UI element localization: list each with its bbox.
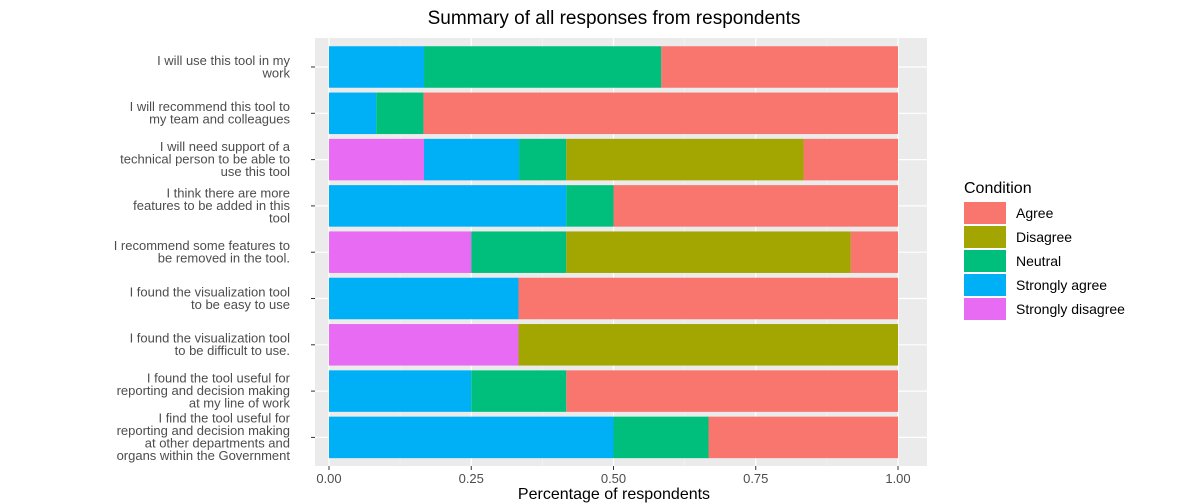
category-labels: I will use this tool in my work I will rec… xyxy=(114,53,315,463)
legend-swatch xyxy=(964,274,1006,296)
legend-label: Strongly agree xyxy=(1016,277,1107,293)
bar-segment xyxy=(329,370,472,412)
legend-label: Strongly disagree xyxy=(1016,301,1125,317)
bar-segment xyxy=(566,185,614,227)
bars xyxy=(329,46,898,459)
bar-segment xyxy=(613,185,898,227)
chart-title: Summary of all responses from respondent… xyxy=(428,8,801,29)
bar-segment xyxy=(329,46,425,88)
bar-segment xyxy=(471,231,567,273)
x-tick-label: 0.00 xyxy=(316,471,341,486)
bar-segment xyxy=(471,370,567,412)
bar-segment xyxy=(329,277,519,320)
x-axis-title: Percentage of respondents xyxy=(518,486,710,503)
bar-segment xyxy=(566,231,851,273)
legend-label: Neutral xyxy=(1016,253,1061,269)
bar-segment xyxy=(329,231,472,273)
x-tick-label: 0.75 xyxy=(743,471,768,486)
x-tick-label: 0.50 xyxy=(601,471,626,486)
x-tick-label: 0.25 xyxy=(459,471,484,486)
bar-segment xyxy=(519,138,567,181)
bar-segment xyxy=(329,92,377,135)
bar-segment xyxy=(518,324,898,366)
legend-swatch xyxy=(964,226,1006,248)
bar-segment xyxy=(708,416,898,459)
category-label: I recommend some features to be removed i… xyxy=(114,238,290,266)
bar-segment xyxy=(661,46,898,88)
bar-segment xyxy=(329,416,614,459)
bar-segment xyxy=(329,185,567,227)
bar-segment xyxy=(424,138,520,181)
bar-segment xyxy=(329,138,425,181)
legend-swatch xyxy=(964,298,1006,320)
category-label: I find the tool useful for reporting and … xyxy=(117,411,291,464)
legend-swatch xyxy=(964,202,1006,224)
bar-segment xyxy=(566,138,804,181)
legend-swatch xyxy=(964,250,1006,272)
legend: Condition Agree Disagree Neutral Strongly a… xyxy=(964,180,1125,320)
category-label: I found the tool useful for reporting and… xyxy=(117,371,291,411)
bar-segment xyxy=(329,324,519,366)
category-label: I found the visualization tool to be easy… xyxy=(130,284,291,312)
category-label: I found the visualization tool to be diff… xyxy=(130,331,291,359)
legend-label: Disagree xyxy=(1016,229,1072,245)
bar-segment xyxy=(566,370,898,412)
bar-segment xyxy=(803,138,898,181)
category-label: I will recommend this tool to my team and… xyxy=(130,99,291,127)
x-axis-ticks: 0.00 0.25 0.50 0.75 1.00 xyxy=(316,466,911,486)
bar-segment xyxy=(376,92,424,135)
legend-title: Condition xyxy=(964,180,1032,197)
bar-segment xyxy=(424,46,662,88)
category-label: I think there are more features to be add… xyxy=(133,185,290,225)
bar-segment xyxy=(850,231,898,273)
bar-segment xyxy=(423,92,898,135)
category-label: I will need support of a technical person… xyxy=(120,139,291,179)
bar-segment xyxy=(518,277,898,320)
bar-segment xyxy=(613,416,709,459)
category-label: I will use this tool in my work xyxy=(157,53,290,81)
legend-label: Agree xyxy=(1016,205,1054,221)
x-tick-label: 1.00 xyxy=(885,471,910,486)
